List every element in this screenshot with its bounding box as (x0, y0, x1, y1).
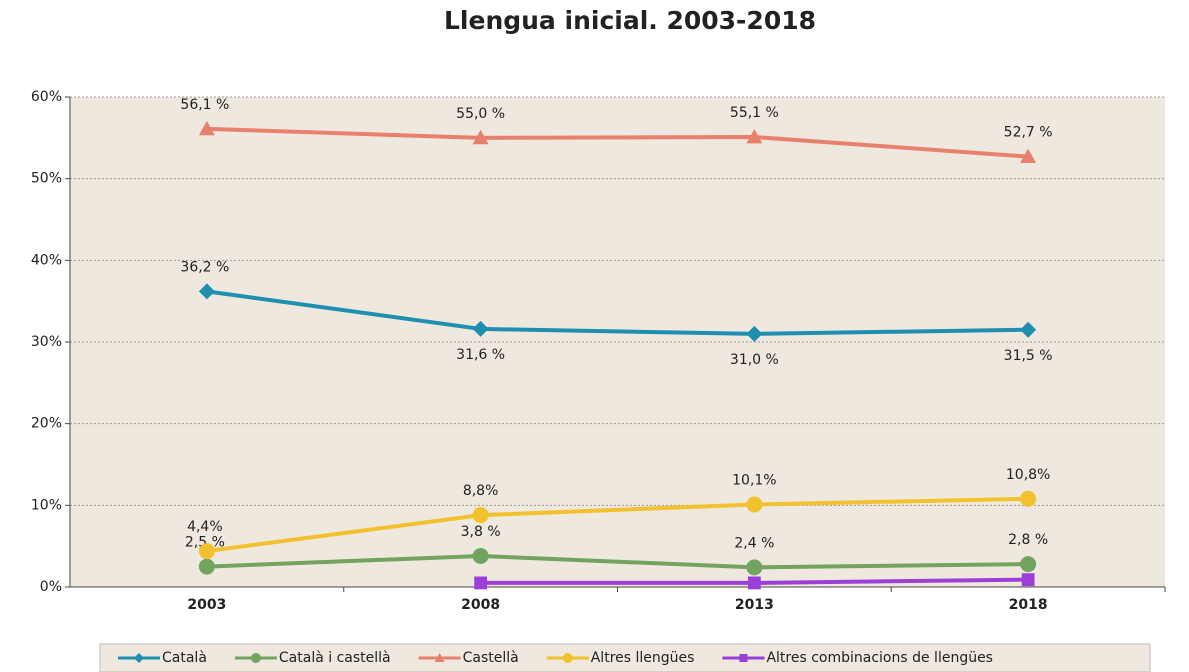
data-label: 10,1% (732, 473, 776, 489)
legend-label: Castellà (463, 650, 519, 666)
y-tick-label: 10% (31, 497, 62, 513)
data-label: 31,6 % (456, 347, 505, 363)
data-point (472, 507, 489, 524)
x-tick-label: 2008 (461, 597, 500, 613)
data-label: 56,1 % (180, 97, 229, 113)
data-label: 8,8% (463, 483, 499, 499)
series-line (206, 496, 1029, 554)
data-point (198, 543, 215, 560)
y-tick-label: 0% (40, 579, 62, 595)
data-point (198, 120, 215, 136)
data-point (472, 320, 489, 337)
series-line (206, 289, 1029, 336)
legend-label: Català i castellà (279, 650, 391, 666)
y-tick-label: 40% (31, 252, 62, 268)
data-point (1020, 148, 1037, 164)
chart-title: Llengua inicial. 2003-2018 (444, 6, 816, 35)
data-point (747, 576, 761, 590)
x-tick-label: 2013 (735, 597, 774, 613)
data-point (746, 129, 763, 144)
data-point (198, 283, 215, 300)
data-label: 10,8% (1006, 467, 1050, 483)
data-point (1020, 321, 1037, 338)
data-label: 3,8 % (461, 524, 501, 540)
legend-marker (250, 653, 261, 663)
data-label: 2,8 % (1008, 532, 1048, 548)
y-tick-label: 20% (31, 416, 62, 432)
data-point (746, 496, 763, 513)
data-point (474, 576, 488, 590)
data-label: 31,0 % (730, 352, 779, 368)
y-tick-label: 30% (31, 334, 62, 350)
legend-label: Altres combinacions de llengües (766, 650, 993, 666)
data-label: 4,4% (187, 519, 223, 535)
x-tick-label: 2003 (187, 597, 226, 613)
legend-label: Català (162, 650, 207, 666)
y-tick-label: 50% (31, 171, 62, 187)
series-line (206, 126, 1029, 159)
data-label: 36,2 % (180, 259, 229, 275)
legend-marker (434, 653, 445, 662)
data-point (746, 559, 763, 576)
data-label: 55,0 % (456, 106, 505, 122)
series-line (206, 553, 1029, 570)
data-point (1020, 490, 1037, 507)
data-point (1021, 573, 1035, 587)
y-tick-label: 60% (31, 89, 62, 105)
data-point (198, 558, 215, 575)
legend-marker (562, 653, 573, 663)
data-point (472, 129, 489, 145)
data-label: 2,4 % (734, 535, 774, 551)
data-label: 52,7 % (1004, 125, 1053, 141)
x-tick-label: 2018 (1009, 597, 1048, 613)
data-point (1020, 556, 1037, 573)
data-label: 2,5 % (185, 535, 225, 551)
legend-marker (134, 653, 144, 663)
legend-label: Altres llengües (591, 650, 695, 666)
data-point (746, 325, 763, 342)
data-label: 55,1 % (730, 105, 779, 121)
legend-marker (739, 654, 748, 662)
data-label: 31,5 % (1004, 348, 1053, 364)
data-point (472, 547, 489, 564)
